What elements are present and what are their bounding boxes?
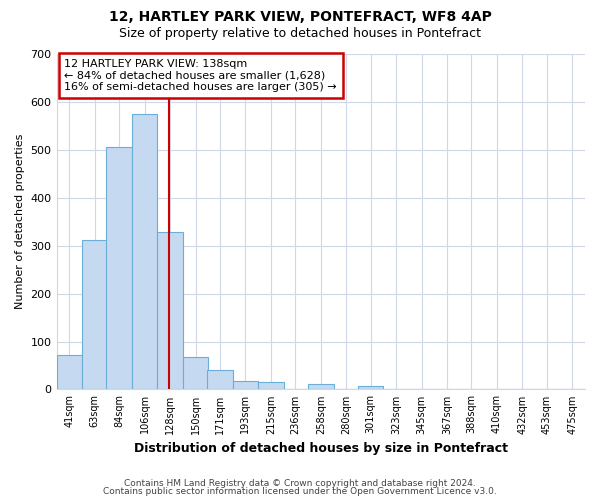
Bar bbox=[132, 114, 157, 390]
Bar bbox=[106, 148, 132, 390]
Bar bbox=[56, 355, 82, 390]
Text: 12, HARTLEY PARK VIEW, PONTEFRACT, WF8 4AP: 12, HARTLEY PARK VIEW, PONTEFRACT, WF8 4… bbox=[109, 10, 491, 24]
Bar bbox=[258, 382, 284, 390]
Y-axis label: Number of detached properties: Number of detached properties bbox=[15, 134, 25, 310]
Text: Contains HM Land Registry data © Crown copyright and database right 2024.: Contains HM Land Registry data © Crown c… bbox=[124, 478, 476, 488]
Bar bbox=[308, 384, 334, 390]
X-axis label: Distribution of detached houses by size in Pontefract: Distribution of detached houses by size … bbox=[134, 442, 508, 455]
Bar bbox=[358, 386, 383, 390]
Text: Size of property relative to detached houses in Pontefract: Size of property relative to detached ho… bbox=[119, 28, 481, 40]
Bar bbox=[207, 370, 233, 390]
Bar bbox=[82, 240, 107, 390]
Bar bbox=[183, 357, 208, 390]
Text: 12 HARTLEY PARK VIEW: 138sqm
← 84% of detached houses are smaller (1,628)
16% of: 12 HARTLEY PARK VIEW: 138sqm ← 84% of de… bbox=[64, 59, 337, 92]
Text: Contains public sector information licensed under the Open Government Licence v3: Contains public sector information licen… bbox=[103, 487, 497, 496]
Bar bbox=[157, 232, 183, 390]
Bar bbox=[233, 381, 258, 390]
